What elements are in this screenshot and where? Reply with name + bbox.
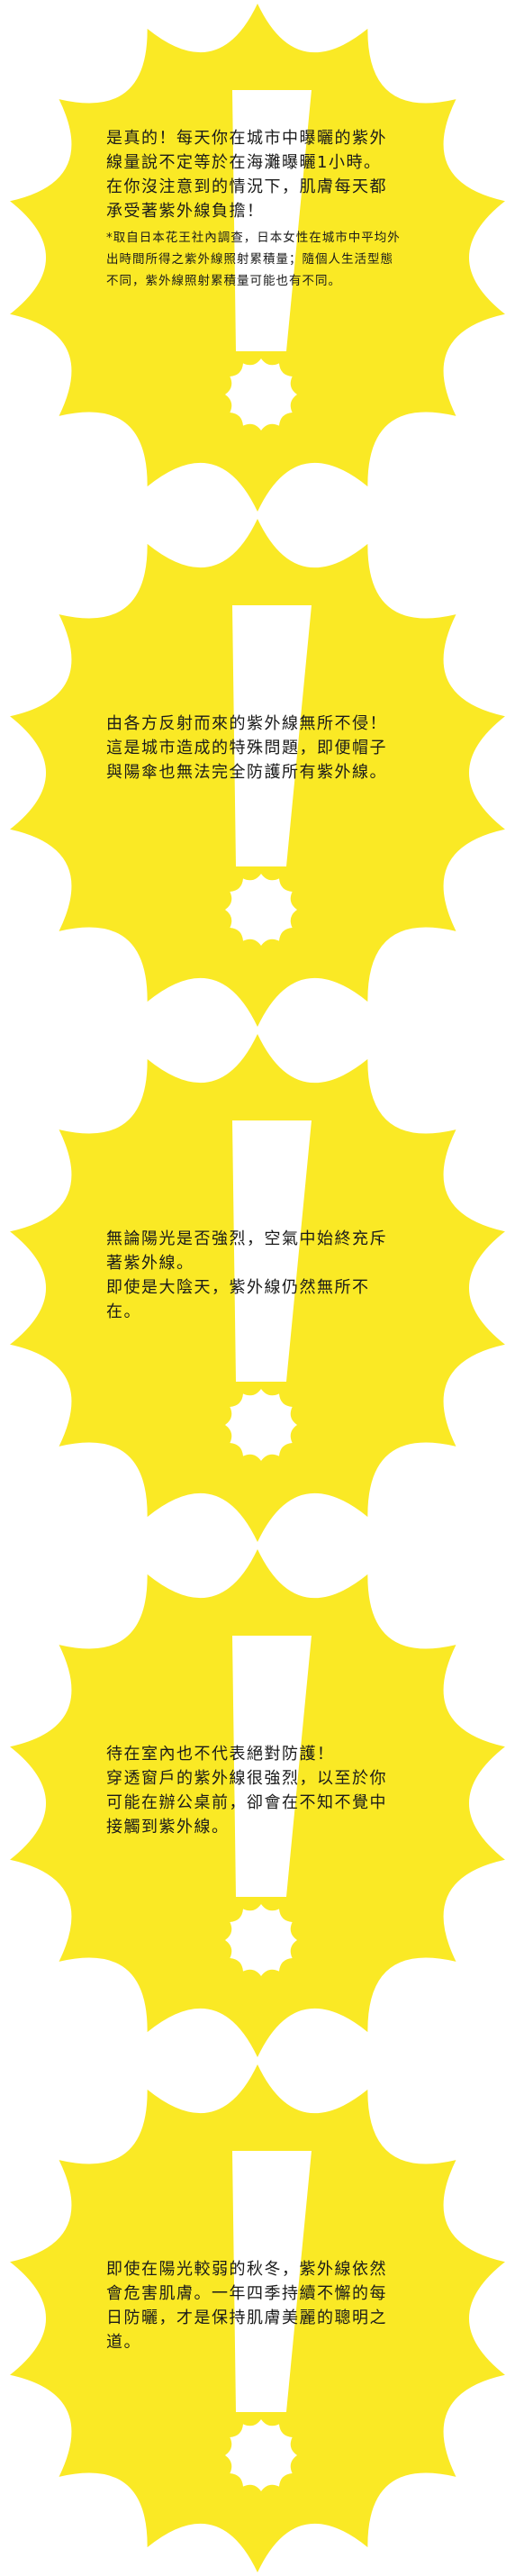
panel-line: 即使在陽光較弱的秋冬，紫外線依然會危害肌膚。一年四季持續不懈的每日防曬，才是保持… bbox=[106, 2260, 387, 2352]
uv-fact-panel-5: 即使在陽光較弱的秋冬，紫外線依然會危害肌膚。一年四季持續不懈的每日防曬，才是保持… bbox=[0, 2061, 515, 2576]
panel-line: 由各方反射而來的紫外線無所不侵！這是城市造成的特殊問題，即便帽子與陽傘也無法完全… bbox=[106, 714, 387, 782]
exclamation-bar bbox=[232, 2151, 312, 2412]
panel-line: 是真的！每天你在城市中曝曬的紫外線量說不定等於在海灘曝曬1小時。 bbox=[106, 129, 387, 172]
uv-fact-panel-1: 是真的！每天你在城市中曝曬的紫外線量說不定等於在海灘曝曬1小時。 在你沒注意到的… bbox=[0, 0, 515, 515]
panel-line: 在你沒注意到的情況下，肌膚每天都承受著紫外線負擔！ bbox=[106, 177, 387, 221]
panel-text: 即使在陽光較弱的秋冬，紫外線依然會危害肌膚。一年四季持續不懈的每日防曬，才是保持… bbox=[106, 2257, 403, 2354]
exclamation-bar bbox=[232, 90, 312, 351]
panel-text: 由各方反射而來的紫外線無所不侵！這是城市造成的特殊問題，即便帽子與陽傘也無法完全… bbox=[106, 712, 403, 785]
panel-line: 即使是大陰天，紫外線仍然無所不在。 bbox=[106, 1278, 370, 1321]
exclamation-dot bbox=[225, 1904, 297, 1976]
exclamation-burst-icon bbox=[10, 2064, 505, 2572]
exclamation-burst-icon bbox=[10, 1034, 505, 1542]
panel-line: 無論陽光是否強烈，空氣中始終充斥著紫外線。 bbox=[106, 1229, 387, 1273]
uv-fact-panel-4: 待在室內也不代表絕對防護！ 穿透窗戶的紫外線很強烈，以至於你可能在辦公桌前，卻會… bbox=[0, 1546, 515, 2061]
exclamation-burst-icon bbox=[10, 1549, 505, 2057]
exclamation-dot bbox=[225, 358, 297, 431]
uv-fact-panel-2: 由各方反射而來的紫外線無所不侵！這是城市造成的特殊問題，即便帽子與陽傘也無法完全… bbox=[0, 515, 515, 1030]
exclamation-dot bbox=[225, 1389, 297, 1461]
panel-text: 是真的！每天你在城市中曝曬的紫外線量說不定等於在海灘曝曬1小時。 在你沒注意到的… bbox=[106, 126, 403, 292]
footnote: *取自日本花王社內調查，日本女性在城市中平均外出時間所得之紫外線照射累積量；隨個… bbox=[106, 231, 401, 288]
exclamation-bar bbox=[232, 1636, 312, 1897]
exclamation-bar bbox=[232, 1120, 312, 1382]
panel-text: 無論陽光是否強烈，空氣中始終充斥著紫外線。 即使是大陰天，紫外線仍然無所不在。 bbox=[106, 1227, 403, 1324]
panel-line: 穿透窗戶的紫外線很強烈，以至於你可能在辦公桌前，卻會在不知不覺中接觸到紫外線。 bbox=[106, 1769, 387, 1837]
exclamation-burst-icon bbox=[10, 4, 505, 512]
exclamation-bar bbox=[232, 605, 312, 866]
uv-fact-panel-3: 無論陽光是否強烈，空氣中始終充斥著紫外線。 即使是大陰天，紫外線仍然無所不在。 bbox=[0, 1030, 515, 1546]
panel-text: 待在室內也不代表絕對防護！ 穿透窗戶的紫外線很強烈，以至於你可能在辦公桌前，卻會… bbox=[106, 1742, 403, 1839]
exclamation-burst-icon bbox=[10, 519, 505, 1027]
exclamation-dot bbox=[225, 2419, 297, 2491]
panel-line: 待在室內也不代表絕對防護！ bbox=[106, 1745, 335, 1764]
exclamation-dot bbox=[225, 874, 297, 946]
